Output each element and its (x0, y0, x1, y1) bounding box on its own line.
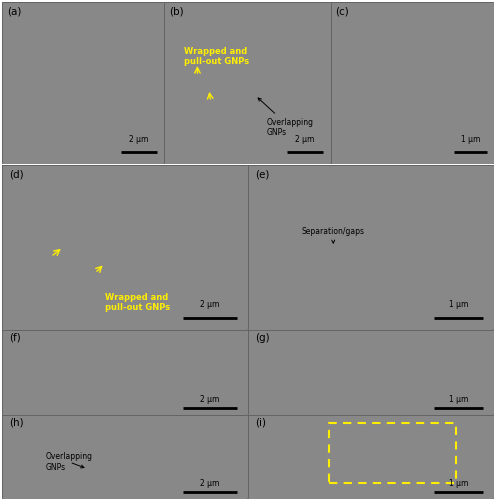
Text: (h): (h) (9, 418, 24, 428)
Text: (g): (g) (255, 332, 269, 342)
Text: 1 μm: 1 μm (449, 395, 468, 404)
Text: (b): (b) (169, 7, 184, 17)
Text: Overlapping
GNPs: Overlapping GNPs (46, 452, 93, 472)
Text: 2 μm: 2 μm (200, 479, 219, 488)
Text: (i): (i) (255, 418, 266, 428)
Text: 2 μm: 2 μm (295, 134, 314, 143)
Text: Wrapped and
pull-out GNPs: Wrapped and pull-out GNPs (104, 293, 170, 312)
Text: 1 μm: 1 μm (449, 300, 468, 310)
Text: Overlapping
GNPs: Overlapping GNPs (258, 98, 314, 138)
Text: Wrapped and
pull-out GNPs: Wrapped and pull-out GNPs (184, 47, 249, 66)
Text: 2 μm: 2 μm (200, 300, 219, 310)
Text: 1 μm: 1 μm (449, 479, 468, 488)
Text: (a): (a) (7, 7, 21, 17)
Text: (e): (e) (255, 170, 269, 180)
Text: (f): (f) (9, 332, 21, 342)
Text: 1 μm: 1 μm (461, 134, 480, 143)
Text: 2 μm: 2 μm (200, 395, 219, 404)
Text: (c): (c) (336, 7, 349, 17)
Text: Separation/gaps: Separation/gaps (301, 228, 364, 243)
Text: 2 μm: 2 μm (130, 134, 149, 143)
Text: (d): (d) (9, 170, 24, 180)
